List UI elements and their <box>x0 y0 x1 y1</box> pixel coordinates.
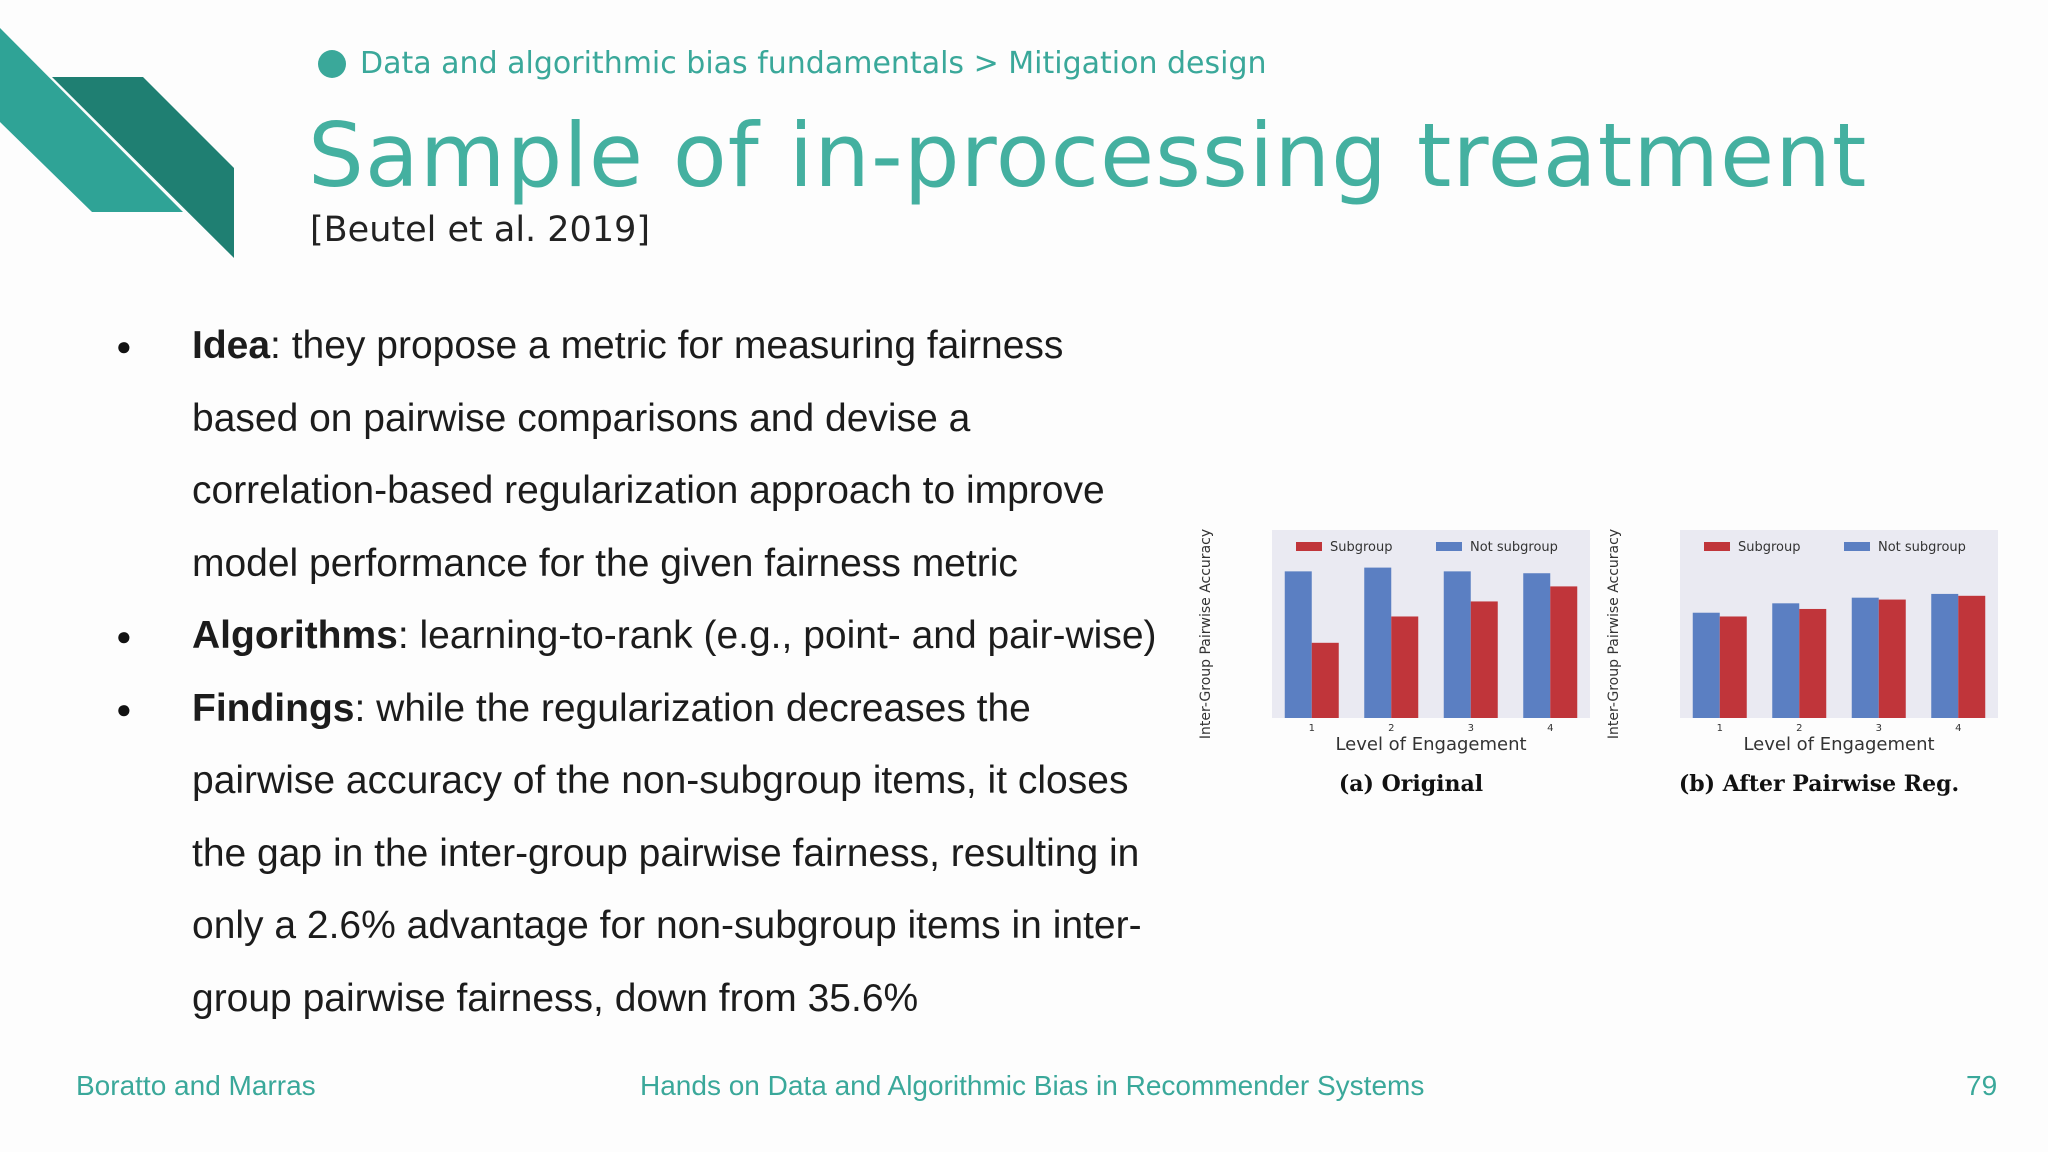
legend-swatch <box>1844 542 1870 551</box>
breadcrumb-text: Data and algorithmic bias fundamentals >… <box>360 46 1267 81</box>
bullet-term: Idea <box>192 324 271 367</box>
bullet-text: : they propose a metric for measuring fa… <box>192 324 1105 585</box>
footer-authors: Boratto and Marras <box>76 1070 316 1101</box>
bar-subgroup <box>1470 601 1498 718</box>
x-tick-label: 2 <box>1796 723 1802 734</box>
bar-not-subgroup <box>1772 603 1800 718</box>
y-axis-label: Inter-Group Pairwise Accuracy <box>1198 529 1214 739</box>
x-tick-label: 3 <box>1876 723 1882 734</box>
bar-subgroup <box>1799 608 1827 718</box>
bar-not-subgroup <box>1931 593 1959 718</box>
legend-label: Not subgroup <box>1470 540 1558 555</box>
x-tick-label: 4 <box>1955 723 1961 734</box>
bullet-item-findings: Findings: while the regularization decre… <box>110 673 1170 1036</box>
x-tick-label: 3 <box>1468 723 1474 734</box>
bullet-list: Idea: they propose a metric for measurin… <box>110 310 1170 1035</box>
bar-not-subgroup <box>1692 612 1720 718</box>
legend-swatch <box>1436 542 1462 551</box>
bar-subgroup <box>1878 599 1906 718</box>
bullet-item-algorithms: Algorithms: learning-to-rank (e.g., poin… <box>110 600 1170 673</box>
bar-not-subgroup <box>1364 567 1392 718</box>
page-number: 79 <box>1966 1070 1998 1101</box>
x-axis-label: Level of Engagement <box>1335 734 1526 755</box>
bullet-dot-icon <box>318 49 346 78</box>
bullet-item-idea: Idea: they propose a metric for measurin… <box>110 310 1170 600</box>
bullet-term: Algorithms <box>192 614 398 657</box>
bar-subgroup <box>1311 642 1339 718</box>
bar-subgroup <box>1958 595 1986 718</box>
x-tick-label: 4 <box>1547 723 1553 734</box>
bullet-text: : learning-to-rank (e.g., point- and pai… <box>397 614 1157 657</box>
legend-label: Subgroup <box>1738 540 1801 555</box>
bar-subgroup <box>1391 616 1419 718</box>
legend-swatch <box>1296 542 1322 551</box>
footer-course-title: Hands on Data and Algorithmic Bias in Re… <box>640 1070 1425 1101</box>
chart-caption: (b) After Pairwise Reg. <box>1679 771 1959 797</box>
legend-label: Not subgroup <box>1878 540 1966 555</box>
y-axis-label: Inter-Group Pairwise Accuracy <box>1606 529 1622 739</box>
bar-not-subgroup <box>1851 597 1879 718</box>
legend-swatch <box>1704 542 1730 551</box>
bar-not-subgroup <box>1523 573 1551 718</box>
bar-not-subgroup <box>1443 571 1471 718</box>
x-tick-label: 2 <box>1388 723 1394 734</box>
bullet-text: : while the regularization decreases the… <box>192 686 1142 1020</box>
breadcrumb: Data and algorithmic bias fundamentals >… <box>318 46 1267 81</box>
corner-decoration <box>0 28 234 258</box>
legend-label: Subgroup <box>1330 540 1393 555</box>
page-title: Sample of in-processing treatment <box>308 104 1868 207</box>
chart-caption: (a) Original <box>1339 771 1483 797</box>
x-tick-label: 1 <box>1309 723 1315 734</box>
x-tick-label: 1 <box>1717 723 1723 734</box>
bar-chart-figure: Inter-Group Pairwise Accuracy Subgroup Not… <box>1198 529 1998 797</box>
x-axis-label: Level of Engagement <box>1743 734 1934 755</box>
citation: [Beutel et al. 2019] <box>310 210 651 250</box>
bullet-term: Findings <box>192 686 355 730</box>
bar-subgroup <box>1719 616 1747 718</box>
bar-not-subgroup <box>1284 571 1312 718</box>
bar-subgroup <box>1550 586 1578 718</box>
